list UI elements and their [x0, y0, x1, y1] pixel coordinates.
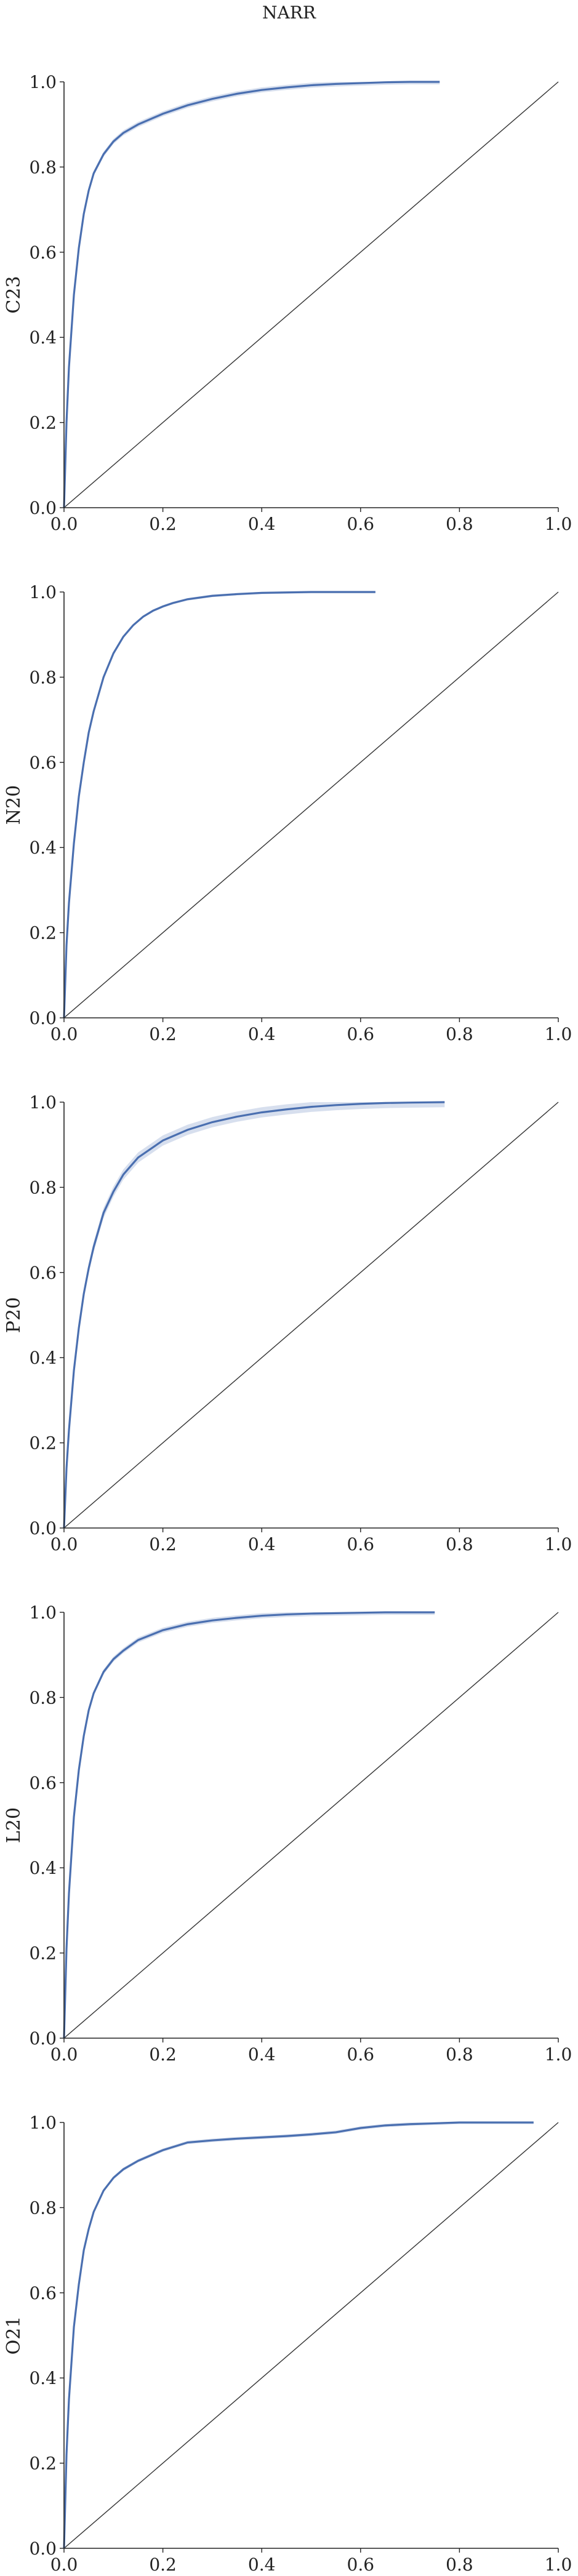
y-tick-label: 1.0: [29, 1092, 57, 1113]
y-axis-label: P20: [3, 1297, 25, 1333]
x-tick-label: 0.0: [50, 1534, 78, 1554]
reference-diagonal-line: [63, 1102, 559, 1529]
x-tick-label: 0.0: [50, 514, 78, 534]
y-tick-label: 0.6: [29, 753, 57, 773]
y-tick-label: 0.4: [29, 2368, 57, 2388]
confidence-band: [64, 1612, 435, 2038]
confidence-band: [64, 1102, 445, 1528]
x-tick-label: 0.2: [149, 1534, 177, 1554]
x-tick-label: 1.0: [545, 514, 572, 534]
y-tick-label: 0.4: [29, 1348, 57, 1368]
confidence-band: [64, 82, 440, 508]
x-tick-label: 0.4: [248, 1024, 276, 1044]
y-tick-label: 0.8: [29, 667, 57, 687]
panels: 0.00.20.40.60.81.00.0 0.2 0.4 0.6 0.8 1.0C230…: [3, 72, 572, 2575]
y-tick-label: 0.4: [29, 327, 57, 348]
x-tick-label: 0.2: [149, 2554, 177, 2575]
x-tick-label: 0.2: [149, 1024, 177, 1044]
y-tick-label: 0.0: [29, 2028, 57, 2049]
y-tick-label: 0.0: [29, 1008, 57, 1028]
chart-panel-5: 0.0 0.2 0.4 0.6 0.8 1.0 0.0 0.2 0.4 0.6 0.8 1.0 O21: [3, 2113, 572, 2575]
y-tick-label: 0.6: [29, 2283, 57, 2303]
y-tick-label: 0.2: [29, 2454, 57, 2474]
y-tick-label: 0.8: [29, 1687, 57, 1708]
x-tick-label: 0.0: [50, 2554, 78, 2575]
x-tick-label: 1.0: [545, 1024, 572, 1044]
x-tick-label: 0.6: [347, 2044, 375, 2065]
x-tick-label: 0.4: [248, 2044, 276, 2065]
x-tick-label: 0.6: [347, 514, 375, 534]
y-tick-label: 0.2: [29, 1943, 57, 1964]
x-tick-label: 0.6: [347, 2554, 375, 2575]
y-tick-label: 1.0: [29, 1602, 57, 1623]
reference-diagonal-line: [63, 2122, 559, 2549]
x-tick-label: 1.0: [545, 2554, 572, 2575]
x-tick-label: 0.6: [347, 1534, 375, 1554]
x-tick-label: 0.2: [149, 514, 177, 534]
x-tick-label: 0.2: [149, 2044, 177, 2065]
y-tick-label: 0.8: [29, 2198, 57, 2218]
confidence-band: [64, 592, 375, 1018]
x-tick-label: 0.4: [248, 514, 276, 534]
confidence-band: [64, 2122, 534, 2548]
series-line: [63, 591, 375, 1018]
x-tick-label: 0.8: [446, 1534, 473, 1554]
y-tick-label: 1.0: [29, 2113, 57, 2133]
series-line: [63, 2121, 534, 2549]
reference-diagonal-line: [63, 1612, 559, 2039]
x-tick-label: 0.0: [50, 1024, 78, 1044]
reference-diagonal-line: [63, 81, 559, 508]
x-tick-label: 0.8: [446, 2554, 473, 2575]
y-tick-label: 0.6: [29, 242, 57, 263]
reference-diagonal-line: [63, 591, 559, 1018]
y-tick-label: 0.4: [29, 1858, 57, 1878]
x-tick-label: 0.6: [347, 1024, 375, 1044]
y-tick-label: 0.6: [29, 1773, 57, 1793]
y-tick-label: 1.0: [29, 582, 57, 602]
y-tick-label: 0.4: [29, 838, 57, 858]
y-tick-label: 0.6: [29, 1263, 57, 1283]
chart-panel-3: 0.0 0.2 0.4 0.6 0.8 1.0 0.0 0.2 0.4 0.6 0.8 1.0 P20: [3, 1092, 572, 1554]
y-tick-label: 0.2: [29, 413, 57, 433]
y-axis-label: N20: [3, 785, 25, 825]
x-tick-label: 0.4: [248, 1534, 276, 1554]
y-axis-label: C23: [3, 276, 25, 313]
y-tick-label: 0.2: [29, 923, 57, 943]
y-tick-label: 0.2: [29, 1433, 57, 1454]
y-axis-label: L20: [3, 1807, 25, 1843]
x-tick-label: 0.0: [50, 2044, 78, 2065]
y-tick-label: 0.0: [29, 498, 57, 518]
x-tick-label: 0.8: [446, 2044, 473, 2065]
y-axis-label: O21: [3, 2316, 25, 2355]
chart-panel-2: 0.0 0.2 0.4 0.6 0.8 1.0 0.0 0.2 0.4 0.6 0.8 1.0 N20: [3, 582, 572, 1044]
y-tick-label: 0.0: [29, 1518, 57, 1538]
chart-panel-1: 0.0 0.2 0.4 0.6 0.8 1.0 0.0 0.2 0.4 0.6 0.8 1.0 C23: [3, 72, 572, 534]
x-tick-label: 1.0: [545, 2044, 572, 2065]
y-tick-label: 0.8: [29, 1177, 57, 1198]
y-tick-label: 0.0: [29, 2538, 57, 2559]
x-tick-label: 0.4: [248, 2554, 276, 2575]
y-tick-label: 1.0: [29, 72, 57, 92]
x-tick-label: 0.8: [446, 1024, 473, 1044]
x-tick-label: 0.8: [446, 514, 473, 534]
series-line: [63, 1611, 435, 2039]
figure-title: NARR: [262, 2, 316, 23]
series-line: [63, 1101, 445, 1529]
x-tick-label: 1.0: [545, 1534, 572, 1554]
y-tick-label: 0.8: [29, 157, 57, 177]
chart-panel-4: 0.0 0.2 0.4 0.6 0.8 1.0 0.0 0.2 0.4 0.6 0.8 1.0 L20: [3, 1602, 572, 2065]
series-line: [63, 81, 440, 508]
